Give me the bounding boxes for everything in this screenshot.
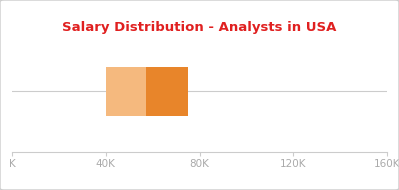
Title: Salary Distribution - Analysts in USA: Salary Distribution - Analysts in USA <box>62 21 337 34</box>
Bar <box>106 67 146 116</box>
Bar <box>146 67 188 116</box>
